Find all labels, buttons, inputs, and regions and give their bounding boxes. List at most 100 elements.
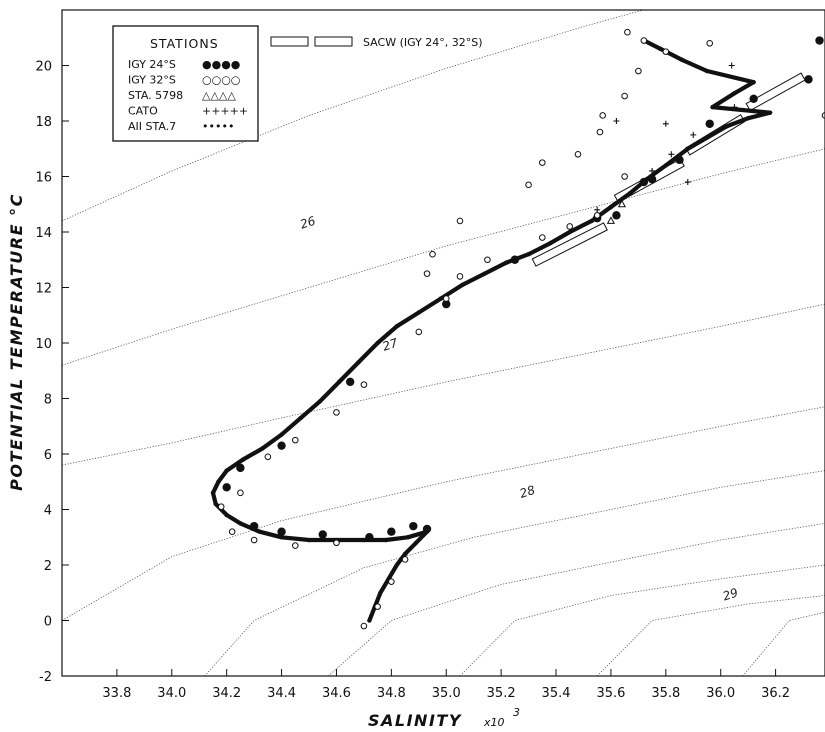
y-tick-label: 18 bbox=[35, 115, 52, 130]
data-point bbox=[649, 167, 656, 174]
data-point bbox=[213, 501, 218, 507]
data-point bbox=[279, 432, 284, 437]
data-point bbox=[705, 119, 714, 128]
data-point bbox=[767, 110, 773, 115]
y-tick-label: 14 bbox=[35, 226, 52, 241]
y-axis-title: POTENTIAL TEMPERATURE °C bbox=[7, 193, 26, 491]
data-point bbox=[333, 539, 340, 547]
data-point bbox=[663, 163, 669, 168]
data-point bbox=[250, 536, 258, 544]
isopycnal-line-1 bbox=[62, 148, 825, 366]
data-point bbox=[647, 175, 657, 184]
data-point bbox=[624, 28, 631, 36]
data-point bbox=[640, 37, 648, 44]
data-point bbox=[749, 94, 758, 104]
data-point bbox=[704, 135, 710, 140]
x-tick-label: 35.8 bbox=[651, 686, 680, 701]
data-point bbox=[596, 128, 604, 136]
data-point bbox=[574, 151, 582, 158]
data-point bbox=[456, 273, 464, 280]
legend-title: STATIONS bbox=[150, 36, 219, 51]
data-point bbox=[422, 524, 432, 534]
isopycnal-label-28: 28 bbox=[518, 483, 537, 501]
data-point bbox=[482, 271, 487, 276]
data-point bbox=[217, 503, 225, 511]
legend-entry-label: IGY 24°S bbox=[128, 58, 176, 71]
data-point bbox=[662, 48, 670, 55]
isopycnal-line-3 bbox=[62, 406, 825, 621]
x-tick-label: 35.6 bbox=[596, 686, 625, 701]
data-point bbox=[594, 206, 601, 213]
data-point bbox=[567, 229, 572, 235]
data-point bbox=[658, 46, 663, 52]
data-point bbox=[566, 223, 574, 230]
data-point bbox=[731, 104, 738, 111]
isopycnal-line-7 bbox=[596, 595, 825, 676]
sacw-legend-box-1 bbox=[270, 36, 309, 47]
data-point bbox=[413, 540, 419, 545]
legend-entry-symbol: ••••• bbox=[202, 120, 234, 133]
data-point bbox=[460, 282, 465, 287]
sacw-box-0 bbox=[531, 222, 608, 267]
data-point bbox=[333, 409, 340, 416]
legend-entry-label: AII STA.7 bbox=[128, 120, 176, 133]
data-point bbox=[429, 250, 436, 258]
data-point bbox=[621, 173, 628, 180]
data-point bbox=[394, 562, 400, 568]
x-axis-unit-exponent: 3 bbox=[513, 706, 520, 719]
data-point bbox=[224, 468, 229, 473]
isopycnal-line-2 bbox=[62, 303, 825, 466]
x-tick-label: 34.0 bbox=[157, 686, 186, 701]
isopycnal-line-8 bbox=[742, 611, 825, 676]
data-point bbox=[318, 530, 327, 539]
sacw-legend: SACW (IGY 24°, 32°S) bbox=[270, 36, 483, 49]
isopycnal-line-5 bbox=[327, 523, 825, 676]
data-point bbox=[732, 91, 737, 96]
data-point bbox=[360, 381, 368, 388]
data-point bbox=[367, 618, 372, 623]
isopycnal-layer: 26 27 28 29 bbox=[62, 10, 825, 676]
data-point bbox=[401, 556, 409, 563]
legend-entry-label: CATO bbox=[128, 105, 158, 118]
data-point bbox=[228, 528, 236, 536]
series-aii-sta-7 bbox=[210, 38, 773, 623]
y-tick-label: 20 bbox=[35, 60, 52, 75]
data-point bbox=[260, 446, 265, 451]
x-tick-label: 34.4 bbox=[267, 686, 296, 701]
data-point bbox=[374, 603, 381, 610]
x-tick-label: 34.2 bbox=[212, 686, 241, 701]
data-point bbox=[751, 79, 756, 85]
data-point bbox=[662, 120, 669, 127]
data-point bbox=[548, 240, 553, 246]
data-point bbox=[345, 377, 355, 387]
legend-entry-symbol: ●●●● bbox=[202, 58, 240, 71]
data-point bbox=[378, 590, 383, 595]
data-point bbox=[484, 256, 491, 264]
data-point bbox=[704, 68, 710, 74]
isopycnal-label-29: 29 bbox=[721, 585, 740, 603]
data-point bbox=[306, 537, 312, 543]
data-point bbox=[606, 216, 616, 224]
y-tick-label: 0 bbox=[44, 615, 52, 630]
data-point bbox=[415, 328, 423, 336]
data-point bbox=[668, 151, 675, 158]
isopycnal-line-4 bbox=[204, 470, 825, 676]
data-point bbox=[599, 112, 606, 119]
data-point bbox=[504, 260, 509, 265]
x-tick-label: 36.0 bbox=[706, 686, 735, 701]
data-point bbox=[593, 212, 601, 219]
y-tick-label: 2 bbox=[44, 559, 52, 574]
data-point bbox=[680, 57, 685, 63]
isopycnal-line-6 bbox=[459, 564, 825, 676]
data-point bbox=[456, 217, 464, 225]
data-point bbox=[617, 199, 627, 208]
data-point bbox=[804, 75, 813, 84]
series-sta-5798 bbox=[606, 199, 627, 224]
data-point bbox=[438, 296, 443, 301]
data-point bbox=[210, 490, 216, 496]
y-tick-label: 8 bbox=[44, 393, 52, 408]
data-point bbox=[394, 324, 400, 329]
data-point bbox=[238, 521, 243, 526]
x-tick-label: 35.0 bbox=[432, 686, 461, 701]
data-point bbox=[539, 159, 546, 166]
